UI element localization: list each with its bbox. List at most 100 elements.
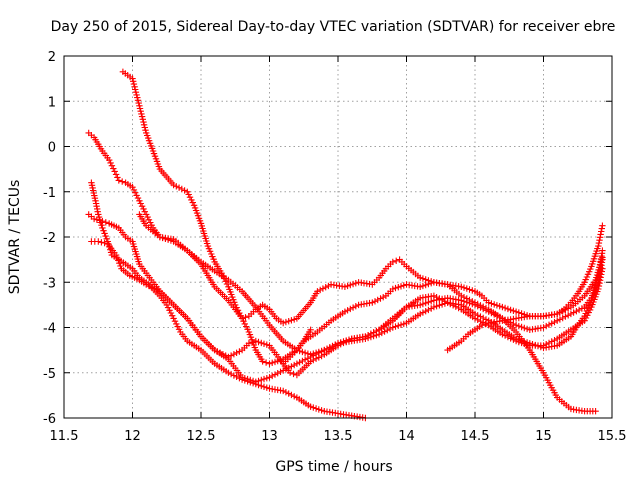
data-point [548, 320, 555, 327]
data-point [280, 387, 287, 395]
data-point [425, 306, 432, 314]
data-point [419, 309, 427, 316]
data-point [291, 361, 298, 369]
data-point [282, 389, 290, 396]
y-tick-label: 1 [48, 95, 56, 110]
data-point [93, 216, 101, 223]
data-point [175, 326, 183, 333]
data-point [578, 305, 586, 312]
data-point [422, 308, 429, 315]
data-point [90, 215, 98, 223]
data-point [430, 303, 438, 311]
data-point [136, 102, 143, 109]
data-point [482, 307, 490, 314]
y-tick-label: -1 [43, 186, 56, 201]
data-point [151, 285, 158, 292]
data-point [469, 300, 476, 308]
data-point [341, 283, 349, 290]
data-point [223, 280, 231, 288]
data-point [322, 284, 329, 291]
data-point [501, 304, 509, 312]
data-point [115, 177, 122, 184]
data-point [554, 310, 561, 318]
data-point [255, 338, 262, 346]
data-point [482, 320, 489, 328]
data-point [206, 248, 214, 255]
series-track-h [280, 326, 314, 367]
data-point [417, 274, 424, 281]
data-point [422, 299, 429, 307]
y-tick-label: -5 [43, 367, 56, 382]
data-point [559, 314, 566, 322]
data-point [258, 382, 265, 390]
data-point [570, 309, 577, 316]
data-point [493, 302, 501, 309]
data-point [291, 393, 298, 400]
data-point [521, 340, 528, 347]
data-point [134, 94, 141, 101]
data-point [266, 360, 273, 367]
data-point [184, 188, 191, 195]
data-point [130, 78, 137, 85]
data-point [380, 294, 387, 301]
data-point [188, 196, 195, 204]
data-point [94, 208, 101, 215]
data-point [463, 285, 470, 292]
data-point [496, 303, 503, 310]
data-point [485, 299, 492, 306]
data-point [296, 359, 303, 366]
data-point [288, 317, 295, 324]
x-tick-label: 15 [535, 429, 552, 444]
data-point [252, 337, 259, 345]
data-point [374, 296, 381, 304]
data-point [299, 357, 306, 365]
data-point [352, 303, 359, 310]
data-point [98, 239, 105, 246]
data-point [400, 282, 407, 289]
y-tick-label: 2 [48, 50, 56, 65]
data-point [477, 304, 484, 311]
data-point [491, 301, 498, 308]
data-point [129, 184, 136, 191]
data-point [599, 254, 606, 261]
data-point [238, 374, 246, 381]
data-point [419, 282, 427, 290]
data-point [596, 237, 603, 244]
x-axis-label: GPS time / hours [275, 459, 392, 475]
data-point [266, 374, 273, 381]
data-point [210, 256, 217, 263]
data-point [400, 320, 407, 328]
data-point [323, 345, 331, 352]
data-point [567, 310, 575, 318]
data-point [252, 378, 259, 385]
data-point [274, 370, 281, 377]
data-point [319, 285, 327, 292]
data-point [95, 211, 102, 218]
data-point [596, 280, 603, 287]
data-point [310, 404, 317, 411]
data-point [512, 308, 520, 315]
x-tick-label: 14 [398, 429, 415, 444]
data-point [112, 171, 120, 178]
data-point [471, 301, 479, 309]
data-point [169, 312, 176, 319]
data-point [103, 235, 110, 242]
data-point [422, 281, 429, 289]
data-point [595, 239, 603, 247]
x-tick-label: 12 [124, 429, 141, 444]
data-point [166, 307, 173, 314]
data-point [307, 351, 314, 358]
data-point [397, 321, 405, 328]
data-point [458, 283, 465, 290]
data-point [147, 219, 154, 226]
data-point [285, 364, 292, 371]
data-point [548, 338, 555, 345]
y-tick-label: -4 [43, 322, 56, 337]
y-axis-ticks: 2 1 0 -1 -2 -3 -4 -5 -6 [43, 50, 612, 427]
data-point [565, 312, 572, 319]
data-point [258, 339, 265, 347]
data-point [452, 303, 459, 310]
data-point [584, 312, 591, 319]
data-point [238, 315, 246, 322]
